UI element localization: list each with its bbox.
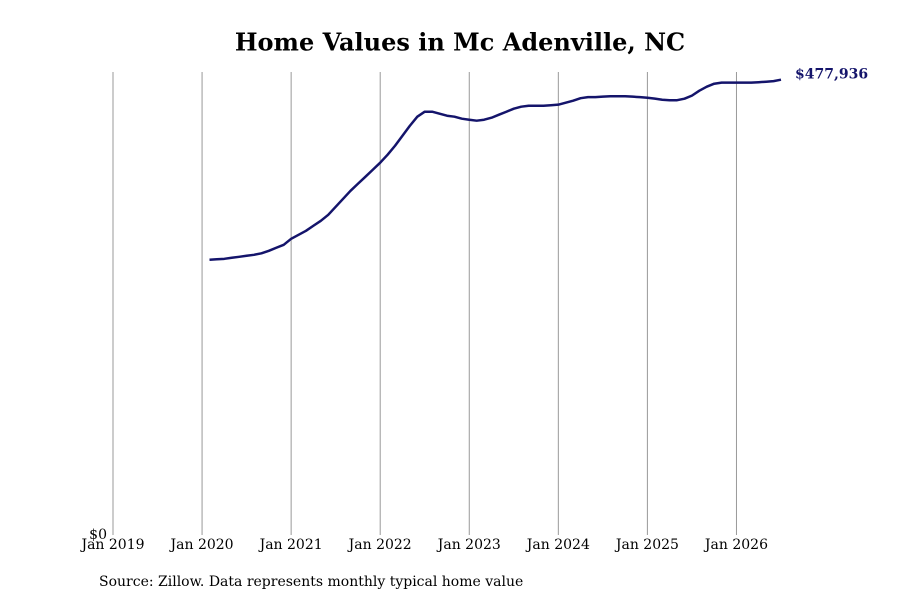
x-tick-label: Jan 2025 bbox=[614, 537, 679, 553]
x-tick-label: Jan 2021 bbox=[258, 537, 323, 553]
x-tick-label: Jan 2020 bbox=[169, 537, 234, 553]
end-label: $477,936 bbox=[795, 67, 868, 83]
x-tick-label: Jan 2022 bbox=[347, 537, 412, 553]
x-tick-label: Jan 2019 bbox=[79, 537, 144, 553]
chart-title: Home Values in Mc Adenville, NC bbox=[235, 28, 685, 57]
x-tick-label: Jan 2026 bbox=[703, 537, 768, 553]
y-tick-label: $0 bbox=[89, 527, 107, 543]
line-series bbox=[209, 78, 782, 262]
x-tick-label: Jan 2023 bbox=[436, 537, 501, 553]
source-note: Source: Zillow. Data represents monthly … bbox=[99, 574, 523, 590]
x-tick-label: Jan 2024 bbox=[525, 537, 590, 553]
